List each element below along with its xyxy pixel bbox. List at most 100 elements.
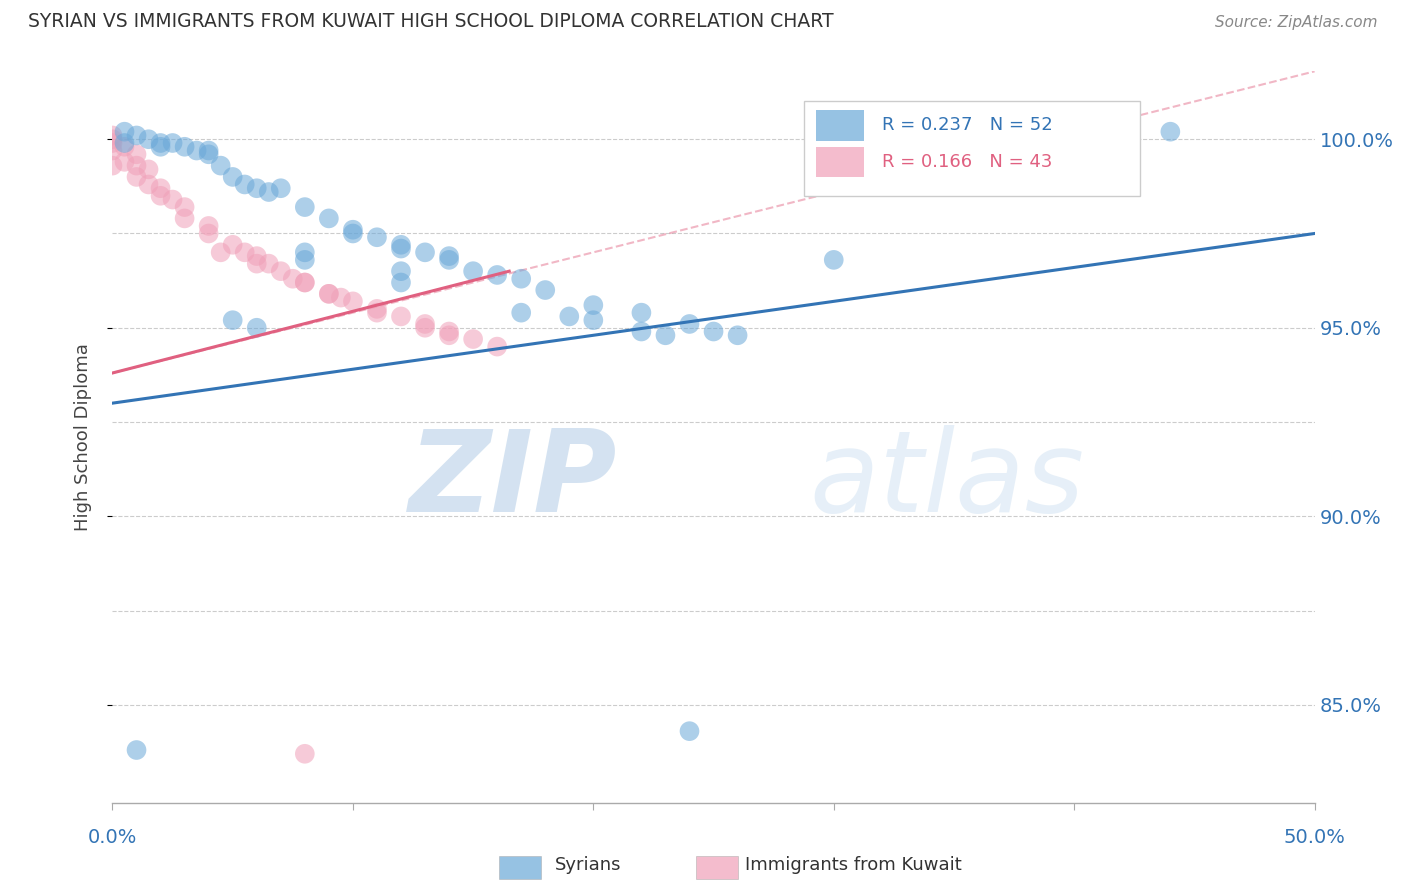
Point [138, 162, 160, 177]
Point [197, 227, 219, 241]
Point [294, 200, 316, 214]
Point [246, 181, 269, 195]
Point [149, 140, 172, 154]
Point [209, 245, 232, 260]
Point [582, 313, 605, 327]
Point [558, 310, 581, 324]
Point [318, 286, 340, 301]
Point [197, 144, 219, 158]
Point [209, 159, 232, 173]
Point [342, 294, 364, 309]
Text: 50.0%: 50.0% [1284, 828, 1346, 847]
Point [101, 144, 124, 158]
Text: atlas: atlas [810, 425, 1085, 536]
Point [162, 136, 184, 150]
Point [149, 188, 172, 202]
Point [222, 237, 245, 252]
Point [366, 306, 388, 320]
Point [114, 136, 136, 150]
Text: 0.0%: 0.0% [87, 828, 138, 847]
Text: Source: ZipAtlas.com: Source: ZipAtlas.com [1215, 15, 1378, 29]
Point [534, 283, 557, 297]
FancyBboxPatch shape [815, 146, 863, 178]
Point [678, 317, 700, 331]
Y-axis label: High School Diploma: High School Diploma [73, 343, 91, 531]
Text: R = 0.237   N = 52: R = 0.237 N = 52 [882, 117, 1053, 135]
Point [461, 332, 484, 346]
Point [246, 257, 269, 271]
Point [437, 249, 460, 263]
Point [138, 132, 160, 146]
Point [654, 328, 676, 343]
Point [281, 271, 304, 285]
Point [342, 227, 364, 241]
Point [101, 132, 124, 146]
Point [114, 154, 136, 169]
Point [246, 320, 269, 334]
Point [1159, 125, 1181, 139]
Point [246, 249, 269, 263]
Point [437, 325, 460, 339]
Point [294, 747, 316, 761]
Point [125, 743, 148, 757]
Point [114, 140, 136, 154]
Point [294, 276, 316, 290]
Point [149, 136, 172, 150]
Point [678, 724, 700, 739]
Point [366, 230, 388, 244]
Point [222, 169, 245, 184]
FancyBboxPatch shape [815, 110, 863, 141]
Point [437, 328, 460, 343]
Point [342, 223, 364, 237]
Point [101, 128, 124, 143]
Point [125, 147, 148, 161]
Point [125, 169, 148, 184]
Point [125, 159, 148, 173]
Point [222, 313, 245, 327]
Point [510, 306, 533, 320]
Point [582, 298, 605, 312]
Point [257, 185, 280, 199]
Point [257, 257, 280, 271]
Point [294, 245, 316, 260]
Point [138, 178, 160, 192]
Point [389, 310, 412, 324]
Point [630, 325, 652, 339]
Point [461, 264, 484, 278]
Point [294, 276, 316, 290]
Point [149, 181, 172, 195]
Point [114, 125, 136, 139]
FancyBboxPatch shape [804, 101, 1140, 195]
Point [270, 181, 292, 195]
Point [389, 242, 412, 256]
Point [486, 340, 509, 354]
Point [318, 286, 340, 301]
Point [125, 128, 148, 143]
Point [366, 301, 388, 316]
Text: SYRIAN VS IMMIGRANTS FROM KUWAIT HIGH SCHOOL DIPLOMA CORRELATION CHART: SYRIAN VS IMMIGRANTS FROM KUWAIT HIGH SC… [28, 12, 834, 30]
Point [437, 252, 460, 267]
Point [162, 193, 184, 207]
Point [101, 136, 124, 150]
Text: Immigrants from Kuwait: Immigrants from Kuwait [745, 855, 962, 873]
Point [702, 325, 725, 339]
Point [173, 200, 195, 214]
Point [173, 211, 195, 226]
Point [727, 328, 749, 343]
Point [389, 276, 412, 290]
Point [186, 144, 208, 158]
Point [173, 140, 195, 154]
Point [270, 264, 292, 278]
Point [101, 159, 124, 173]
Point [233, 245, 256, 260]
Point [389, 264, 412, 278]
Point [389, 237, 412, 252]
Point [413, 320, 436, 334]
Point [486, 268, 509, 282]
Point [630, 306, 652, 320]
Point [510, 271, 533, 285]
Point [329, 291, 352, 305]
Point [413, 317, 436, 331]
Point [294, 252, 316, 267]
Point [413, 245, 436, 260]
